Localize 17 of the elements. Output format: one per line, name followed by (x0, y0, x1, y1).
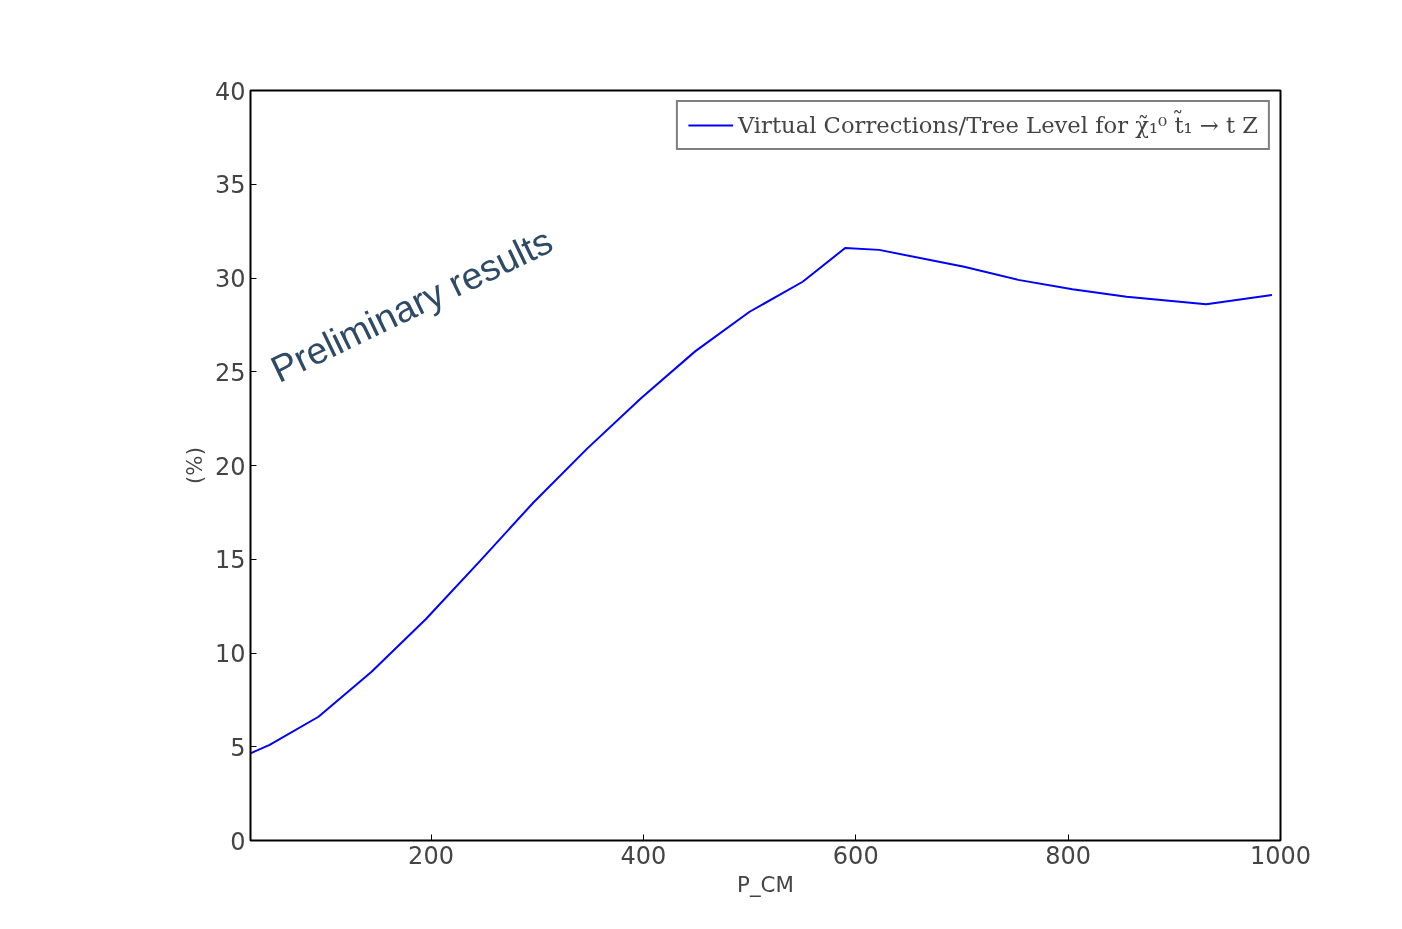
y-tick-label: 10 (214, 640, 246, 668)
y-tick-label: 40 (214, 77, 246, 106)
y-tick-label: 20 (214, 452, 246, 481)
y-tick-label: 30 (214, 265, 246, 293)
x-tick-label: 400 (620, 841, 667, 870)
legend-label: Virtual Corrections/Tree Level for χ̃₁⁰ t̃₁ → t Z (737, 112, 1258, 138)
y-tick-label: 35 (214, 171, 246, 200)
x-tick-label: 800 (1045, 841, 1092, 870)
y-tick-label: 5 (230, 733, 246, 762)
x-tick-label: 1000 (1249, 841, 1312, 870)
y-tick-label: 15 (214, 546, 246, 575)
y-tick-label: 25 (214, 358, 246, 387)
x-tick-label: 600 (832, 841, 879, 870)
y-axis-title: (%) (181, 447, 207, 484)
x-axis-title: P_CM (737, 871, 794, 897)
x-tick-label: 200 (408, 841, 454, 870)
y-tick-label: 0 (230, 827, 246, 856)
